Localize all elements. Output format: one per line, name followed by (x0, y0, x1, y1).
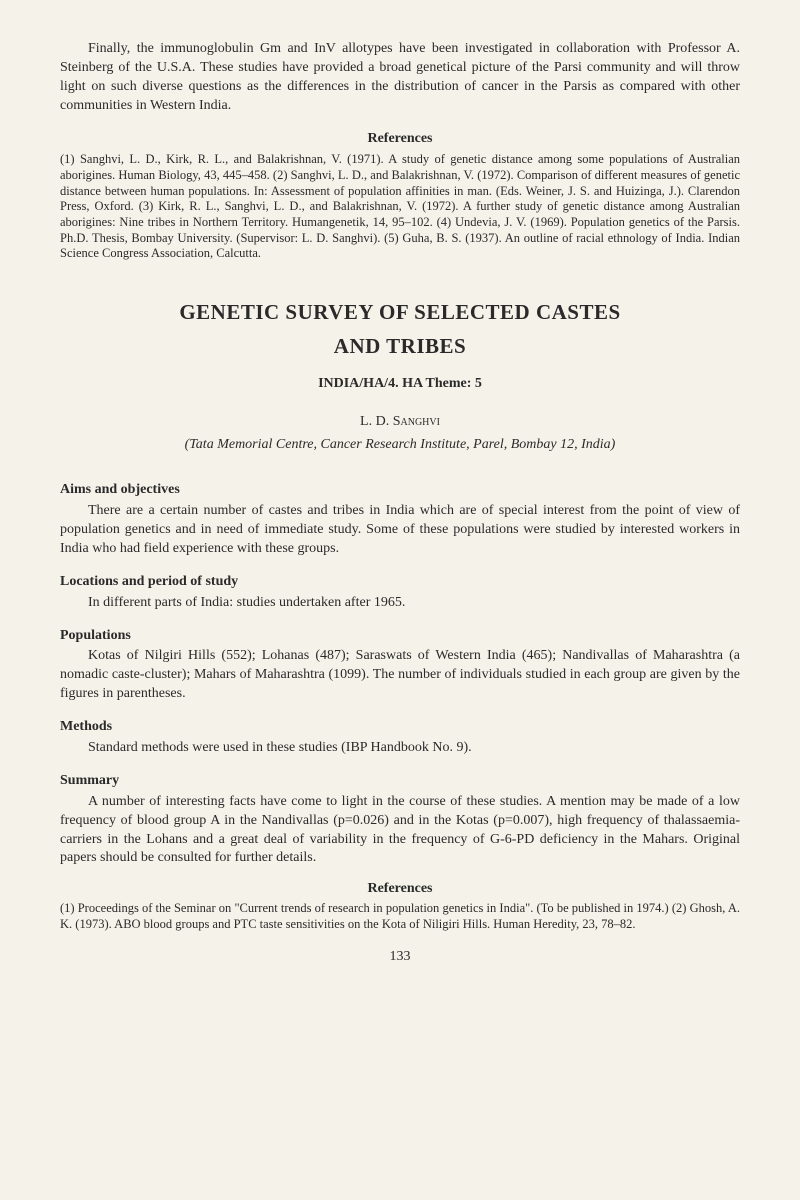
section-heading-aims: Aims and objectives (60, 481, 740, 500)
section-text-populations: Kotas of Nilgiri Hills (552); Lohanas (4… (60, 647, 740, 704)
section-text-aims: There are a certain number of castes and… (60, 502, 740, 559)
page-number: 133 (60, 948, 740, 967)
article-title-line-1: GENETIC SURVEY OF SELECTED CASTES (60, 298, 740, 326)
article-title-line-2: AND TRIBES (60, 332, 740, 360)
section-text-summary: A number of interesting facts have come … (60, 793, 740, 869)
references-heading-1: References (60, 130, 740, 149)
section-heading-populations: Populations (60, 627, 740, 646)
references-block-2: (1) Proceedings of the Seminar on "Curre… (60, 901, 740, 932)
section-text-locations: In different parts of India: studies und… (60, 594, 740, 613)
references-heading-2: References (60, 880, 740, 899)
section-heading-summary: Summary (60, 772, 740, 791)
author-affiliation: (Tata Memorial Centre, Cancer Research I… (60, 436, 740, 455)
section-heading-locations: Locations and period of study (60, 573, 740, 592)
intro-paragraph: Finally, the immunoglobulin Gm and InV a… (60, 40, 740, 116)
section-heading-methods: Methods (60, 718, 740, 737)
section-text-methods: Standard methods were used in these stud… (60, 739, 740, 758)
document-id: INDIA/HA/4. HA Theme: 5 (60, 375, 740, 394)
references-block-1: (1) Sanghvi, L. D., Kirk, R. L., and Bal… (60, 152, 740, 261)
author-name: L. D. Sanghvi (60, 413, 740, 432)
